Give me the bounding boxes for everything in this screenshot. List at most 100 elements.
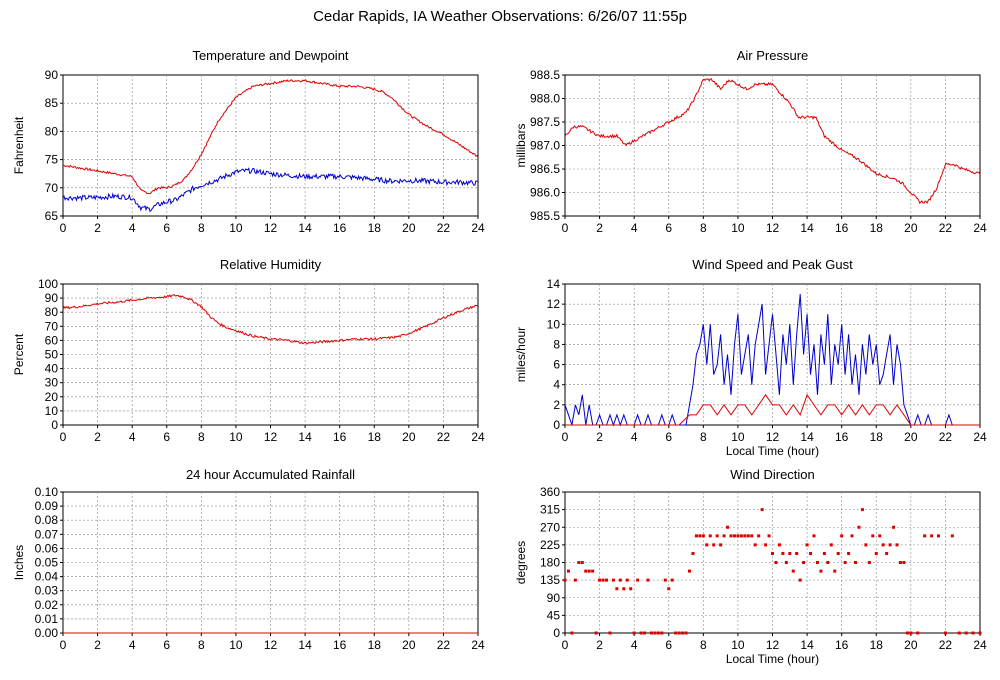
data-point xyxy=(774,561,778,564)
y-tick-label: 0.07 xyxy=(35,527,59,541)
x-tick-label: 20 xyxy=(904,638,918,652)
y-tick-label: 0.06 xyxy=(35,541,59,555)
x-tick-label: 14 xyxy=(298,638,312,652)
data-point xyxy=(739,534,743,538)
x-tick-label: 24 xyxy=(471,638,485,652)
y-tick-label: 10 xyxy=(45,404,59,418)
data-point xyxy=(892,525,896,529)
y-tick-label: 0 xyxy=(553,626,560,640)
data-point xyxy=(971,631,975,635)
x-axis-label: Local Time (hour) xyxy=(726,444,819,458)
x-tick-label: 4 xyxy=(631,430,638,444)
x-tick-label: 0 xyxy=(60,638,67,652)
data-point xyxy=(764,543,768,547)
data-point xyxy=(670,578,674,582)
data-point xyxy=(694,534,698,538)
data-point xyxy=(937,534,940,538)
data-point xyxy=(660,631,664,635)
x-tick-label: 12 xyxy=(766,221,780,235)
data-point xyxy=(605,578,608,582)
data-point xyxy=(791,569,795,573)
y-tick-label: 0.00 xyxy=(35,626,59,640)
x-tick-label: 14 xyxy=(800,638,814,652)
y-tick-label: 0 xyxy=(51,418,58,432)
x-tick-label: 22 xyxy=(939,430,953,444)
data-point xyxy=(957,631,961,635)
data-point xyxy=(594,631,598,635)
data-point xyxy=(684,631,688,635)
data-point xyxy=(646,578,650,582)
y-tick-label: 0.02 xyxy=(35,598,59,612)
x-tick-label: 0 xyxy=(562,221,569,235)
data-point xyxy=(757,534,761,538)
chart-title: Air Pressure xyxy=(737,48,809,63)
x-tick-label: 8 xyxy=(700,430,707,444)
y-tick-label: 75 xyxy=(45,153,59,167)
data-point xyxy=(743,534,747,538)
data-point xyxy=(732,534,736,538)
data-point xyxy=(905,631,909,635)
y-tick-label: 85 xyxy=(45,96,59,110)
x-tick-label: 2 xyxy=(596,430,603,444)
x-tick-label: 12 xyxy=(264,638,278,652)
data-point xyxy=(712,543,716,547)
x-tick-label: 18 xyxy=(870,430,884,444)
data-point xyxy=(878,534,882,538)
y-tick-label: 0.05 xyxy=(35,556,59,570)
data-point xyxy=(636,578,640,582)
x-tick-label: 20 xyxy=(904,221,918,235)
data-point xyxy=(681,631,685,635)
y-axis-label: degrees xyxy=(514,541,528,584)
x-tick-label: 22 xyxy=(437,638,451,652)
data-point xyxy=(857,525,861,529)
x-tick-label: 18 xyxy=(870,221,884,235)
data-point xyxy=(563,578,567,582)
x-tick-label: 12 xyxy=(264,221,278,235)
x-tick-label: 20 xyxy=(402,638,416,652)
y-axis-label: Percent xyxy=(12,333,26,375)
x-tick-label: 24 xyxy=(973,430,987,444)
x-tick-label: 6 xyxy=(665,430,672,444)
data-point xyxy=(809,551,813,555)
data-point xyxy=(943,631,947,635)
y-tick-label: 90 xyxy=(547,591,561,605)
data-point xyxy=(888,543,892,547)
data-point xyxy=(815,561,819,564)
x-tick-label: 22 xyxy=(437,221,451,235)
x-axis-label: Local Time (hour) xyxy=(726,652,819,666)
data-point xyxy=(812,534,816,538)
x-tick-label: 10 xyxy=(731,430,745,444)
x-tick-label: 0 xyxy=(562,638,569,652)
chart-title: Wind Direction xyxy=(730,467,815,482)
x-tick-label: 22 xyxy=(939,221,953,235)
data-point xyxy=(771,551,774,555)
data-point xyxy=(840,534,844,538)
x-tick-label: 8 xyxy=(700,638,707,652)
series-line-1 xyxy=(565,393,980,426)
data-point xyxy=(916,631,920,635)
series-line-0 xyxy=(63,79,479,195)
y-tick-label: 0.10 xyxy=(35,485,59,499)
x-tick-label: 10 xyxy=(731,638,745,652)
data-point xyxy=(611,578,615,582)
data-point xyxy=(625,578,629,582)
data-point xyxy=(802,561,806,564)
data-point xyxy=(608,631,612,635)
x-tick-label: 4 xyxy=(631,221,638,235)
data-point xyxy=(566,569,570,573)
x-tick-label: 2 xyxy=(596,221,603,235)
data-point xyxy=(618,578,622,582)
data-point xyxy=(781,551,785,555)
data-point xyxy=(705,543,709,547)
data-point xyxy=(688,569,691,573)
data-point xyxy=(805,543,809,547)
chart-title: 24 hour Accumulated Rainfall xyxy=(186,467,355,482)
y-axis-label: Fahrenheit xyxy=(12,116,26,174)
data-point xyxy=(701,534,705,538)
x-tick-label: 6 xyxy=(163,638,170,652)
y-tick-label: 270 xyxy=(540,520,560,534)
x-tick-label: 22 xyxy=(939,638,953,652)
